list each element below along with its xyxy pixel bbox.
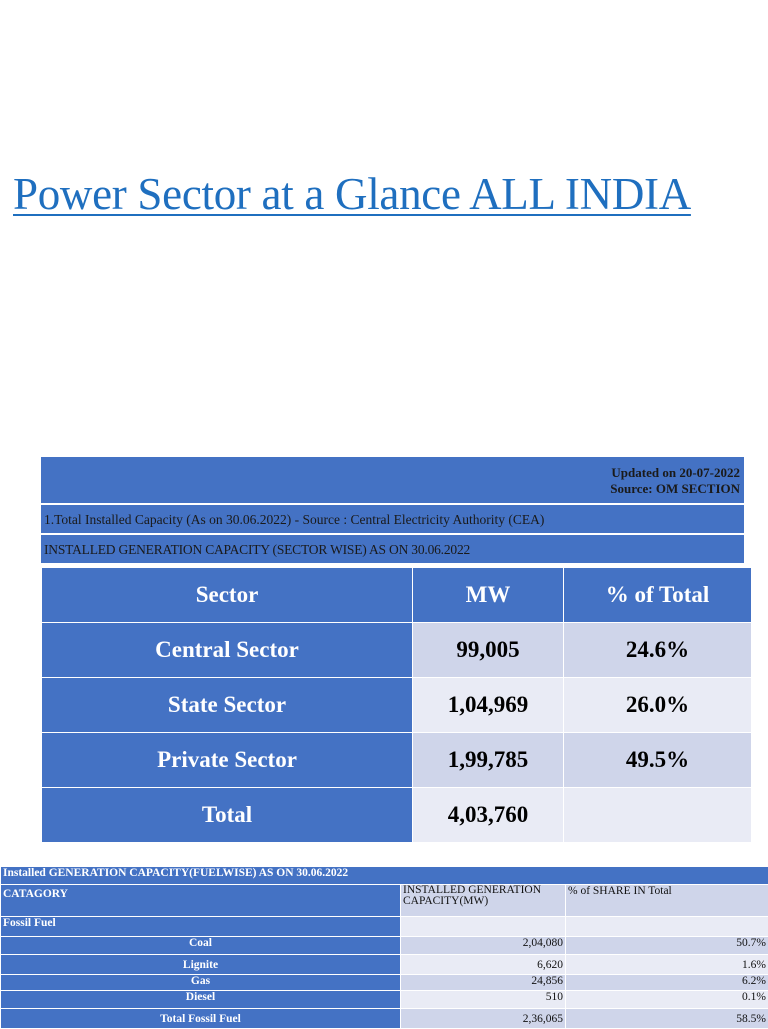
- fuel-mw: 2,36,065: [401, 1009, 566, 1029]
- fuel-table-header-row: CATAGORY INSTALLED GENERATION CAPACITY(M…: [1, 885, 768, 917]
- fuel-pct: 50.7%: [566, 937, 768, 955]
- fuel-pct: 6.2%: [566, 975, 768, 991]
- sector-name: State Sector: [42, 678, 413, 733]
- table-row: Central Sector 99,005 24.6%: [42, 623, 752, 678]
- fuel-mw: 24,856: [401, 975, 566, 991]
- sector-mw: 1,99,785: [413, 733, 564, 788]
- sector-pct: [564, 788, 752, 843]
- fuel-pct: 58.5%: [566, 1009, 768, 1029]
- sector-pct: 26.0%: [564, 678, 752, 733]
- table-header-row: Sector MW % of Total: [42, 568, 752, 623]
- fuel-pct: 1.6%: [566, 955, 768, 975]
- table-row: Lignite 6,620 1.6%: [1, 955, 768, 975]
- group-label: Fossil Fuel: [1, 917, 401, 937]
- sector-pct: 49.5%: [564, 733, 752, 788]
- fuel-pct: 0.1%: [566, 991, 768, 1009]
- empty-cell: [566, 917, 768, 937]
- fuel-mw: 510: [401, 991, 566, 1009]
- table-row: Gas 24,856 6.2%: [1, 975, 768, 991]
- table-row: Diesel 510 0.1%: [1, 991, 768, 1009]
- table-row: State Sector 1,04,969 26.0%: [42, 678, 752, 733]
- fuel-table-title: Installed GENERATION CAPACITY(FUELWISE) …: [1, 867, 768, 885]
- sector-mw: 1,04,969: [413, 678, 564, 733]
- fuel-category: Lignite: [1, 955, 401, 975]
- source-label: Source: OM SECTION: [41, 481, 740, 497]
- fuel-capacity-table: Installed GENERATION CAPACITY(FUELWISE) …: [0, 866, 768, 1029]
- sector-capacity-table: Sector MW % of Total Central Sector 99,0…: [41, 567, 752, 843]
- header-sector: Sector: [42, 568, 413, 623]
- header-pct: % of Total: [564, 568, 752, 623]
- header-capacity: INSTALLED GENERATION CAPACITY(MW): [401, 885, 566, 917]
- page-title: Power Sector at a Glance ALL INDIA: [13, 166, 758, 222]
- sector-name: Total: [42, 788, 413, 843]
- sector-mw: 4,03,760: [413, 788, 564, 843]
- sector-name: Private Sector: [42, 733, 413, 788]
- header-category: CATAGORY: [1, 885, 401, 917]
- fuel-category: Gas: [1, 975, 401, 991]
- header-mw: MW: [413, 568, 564, 623]
- table-row: Private Sector 1,99,785 49.5%: [42, 733, 752, 788]
- fuel-mw: 2,04,080: [401, 937, 566, 955]
- updated-date: Updated on 20-07-2022: [41, 465, 740, 481]
- sector-pct: 24.6%: [564, 623, 752, 678]
- sector-wise-heading: INSTALLED GENERATION CAPACITY (SECTOR WI…: [40, 534, 745, 564]
- fuel-table-title-row: Installed GENERATION CAPACITY(FUELWISE) …: [1, 867, 768, 885]
- fuel-mw: 6,620: [401, 955, 566, 975]
- capacity-source-line: 1.Total Installed Capacity (As on 30.06.…: [40, 504, 745, 534]
- table-row-total: Total 4,03,760: [42, 788, 752, 843]
- sector-name: Central Sector: [42, 623, 413, 678]
- table-row-total: Total Fossil Fuel 2,36,065 58.5%: [1, 1009, 768, 1029]
- empty-cell: [401, 917, 566, 937]
- fuel-category: Total Fossil Fuel: [1, 1009, 401, 1029]
- header-share: % of SHARE IN Total: [566, 885, 768, 917]
- fuel-category: Diesel: [1, 991, 401, 1009]
- fuel-category: Coal: [1, 937, 401, 955]
- table-row: Coal 2,04,080 50.7%: [1, 937, 768, 955]
- fuel-group-row: Fossil Fuel: [1, 917, 768, 937]
- update-info-banner: Updated on 20-07-2022 Source: OM SECTION: [40, 456, 745, 504]
- sector-mw: 99,005: [413, 623, 564, 678]
